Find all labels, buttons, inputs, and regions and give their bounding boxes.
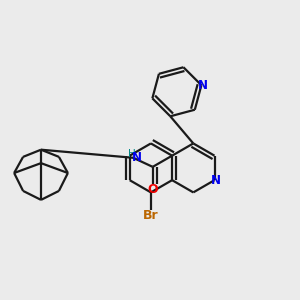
Text: N: N [211,174,221,187]
Text: O: O [147,183,158,196]
Text: Br: Br [143,208,159,222]
Text: H: H [128,149,136,159]
Text: N: N [132,151,142,164]
Text: N: N [198,79,208,92]
